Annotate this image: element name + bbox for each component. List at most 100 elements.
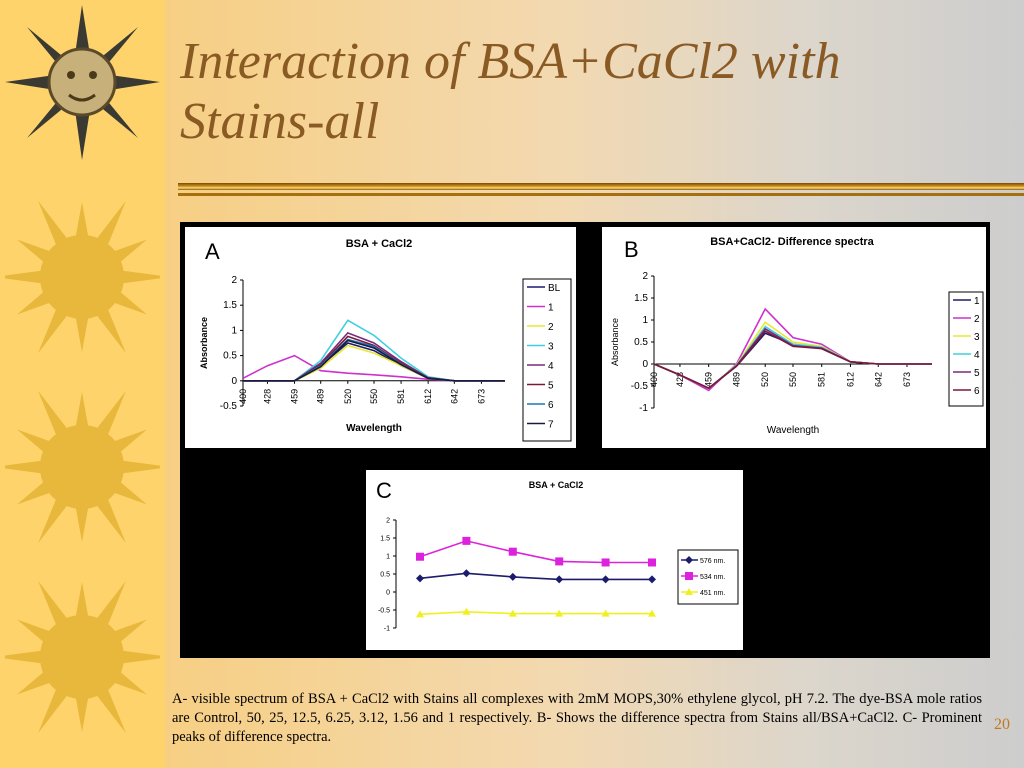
legend-label: 5	[548, 381, 554, 392]
data-point	[555, 575, 564, 584]
legend-label: 4	[974, 350, 980, 361]
data-point	[508, 609, 517, 617]
data-point	[601, 609, 610, 617]
y-tick-label: -0.5	[631, 381, 649, 392]
y-tick-label: -1	[384, 626, 390, 633]
y-tick-label: 1.5	[380, 536, 390, 543]
y-tick-label: 0	[386, 590, 390, 597]
legend-label: 6	[974, 386, 980, 397]
legend-label: 5	[974, 368, 980, 379]
data-point	[462, 607, 471, 615]
legend-label: 534 nm.	[700, 574, 725, 581]
page-number: 20	[994, 716, 1010, 733]
legend-box	[948, 291, 984, 407]
x-tick-label: 520	[760, 372, 770, 387]
legend-label: 7	[548, 420, 554, 431]
legend-label: 1	[974, 296, 980, 307]
legend-label: 2	[974, 314, 980, 325]
slide-title: Interaction of BSA+CaCl2 with Stains-all	[180, 33, 841, 150]
series-line-1	[242, 354, 505, 382]
data-point	[416, 552, 424, 561]
x-tick-label: 642	[873, 372, 883, 387]
x-tick-label: 459	[290, 389, 300, 404]
x-tick-label: 550	[788, 372, 798, 387]
y-tick-label: 2	[386, 518, 390, 525]
figure-caption: A- visible spectrum of BSA + CaCl2 with …	[172, 691, 982, 745]
data-point	[555, 609, 564, 617]
data-point	[508, 547, 517, 556]
x-axis-label: Wavelength	[767, 425, 819, 436]
data-point	[508, 572, 517, 581]
x-tick-label: 673	[902, 372, 912, 387]
x-tick-label: 459	[704, 372, 714, 387]
legend-label: 4	[548, 361, 554, 372]
x-tick-label: 400	[649, 372, 659, 387]
legend-label: 2	[548, 322, 554, 333]
x-tick-label: 400	[238, 389, 248, 404]
sun-icon	[5, 580, 160, 734]
chart-title: BSA + CaCl2	[529, 480, 583, 490]
y-tick-label: -0.5	[220, 401, 238, 412]
legend-label: 6	[548, 400, 554, 411]
y-tick-label: 1	[231, 325, 237, 336]
legend-label: BL	[548, 283, 561, 294]
chart-c: C BSA + CaCl2 -1 -0.5 0 0.5 1 1.5 2 576 nm. 534 nm…	[376, 478, 739, 633]
legend-label: 3	[974, 332, 980, 343]
sun-icon	[5, 5, 160, 160]
panel-c: C BSA + CaCl2 -1 -0.5 0 0.5 1 1.5 2 576 nm. 534 nm…	[366, 470, 743, 650]
panel-b: B BSA+CaCl2- Difference spectra -1 -0.5 0 0.5…	[602, 227, 986, 448]
chart-title: BSA + CaCl2	[346, 238, 413, 250]
y-tick-label: -0.5	[378, 608, 390, 615]
sun-icon	[5, 390, 160, 544]
y-tick-label: 1	[642, 315, 648, 326]
x-tick-label: 520	[343, 389, 353, 404]
x-axis-label: Wavelength	[346, 423, 402, 434]
data-point	[685, 556, 693, 564]
panel-letter: B	[624, 237, 639, 262]
x-tick-label: 428	[675, 372, 685, 387]
data-point	[648, 575, 656, 584]
panel-a: A BSA + CaCl2 -0.5 0 0.5 1 1.5 2 400 428 459 489 520…	[185, 227, 576, 448]
x-tick-label: 489	[316, 389, 326, 404]
chart-b: B BSA+CaCl2- Difference spectra -1 -0.5 0 0.5…	[610, 236, 984, 436]
data-point	[462, 536, 471, 545]
legend-label: 576 nm.	[700, 558, 725, 565]
y-axis-label: Absorbance	[610, 318, 620, 366]
x-tick-label: 642	[449, 389, 459, 404]
legend-box	[522, 278, 572, 442]
series-line-4	[243, 331, 505, 382]
data-point	[601, 558, 610, 567]
y-tick-label: 0.5	[380, 572, 390, 579]
data-point	[462, 569, 471, 578]
series-line-6	[653, 329, 932, 390]
y-tick-label: 0	[642, 359, 648, 370]
data-point	[685, 588, 693, 595]
y-tick-label: 1.5	[634, 293, 648, 304]
y-tick-label: -1	[639, 403, 648, 414]
panel-letter: C	[376, 478, 392, 503]
y-tick-label: 2	[642, 271, 648, 282]
data-point	[416, 610, 424, 618]
x-tick-label: 581	[817, 372, 827, 387]
title-divider	[178, 183, 1024, 190]
data-point	[416, 574, 424, 583]
data-point	[685, 572, 693, 580]
panel-letter: A	[205, 239, 220, 264]
y-tick-label: 0.5	[223, 351, 237, 362]
chart-title: BSA+CaCl2- Difference spectra	[710, 236, 874, 248]
legend-label: 3	[548, 342, 554, 353]
data-point	[555, 557, 564, 566]
x-tick-label: 673	[476, 389, 486, 404]
y-tick-label: 0	[231, 376, 237, 387]
legend-label: 451 nm.	[700, 590, 725, 597]
x-tick-label: 612	[845, 372, 855, 387]
data-point	[601, 575, 610, 584]
x-tick-label: 428	[262, 389, 272, 404]
y-tick-label: 1	[386, 554, 390, 561]
x-tick-label: 581	[396, 389, 406, 404]
data-point	[648, 558, 656, 567]
chart-a: A BSA + CaCl2 -0.5 0 0.5 1 1.5 2 400 428 459 489 520…	[199, 238, 572, 442]
y-tick-label: 1.5	[223, 300, 237, 311]
series-line-534 nm.	[419, 540, 652, 564]
y-tick-label: 2	[231, 275, 237, 286]
